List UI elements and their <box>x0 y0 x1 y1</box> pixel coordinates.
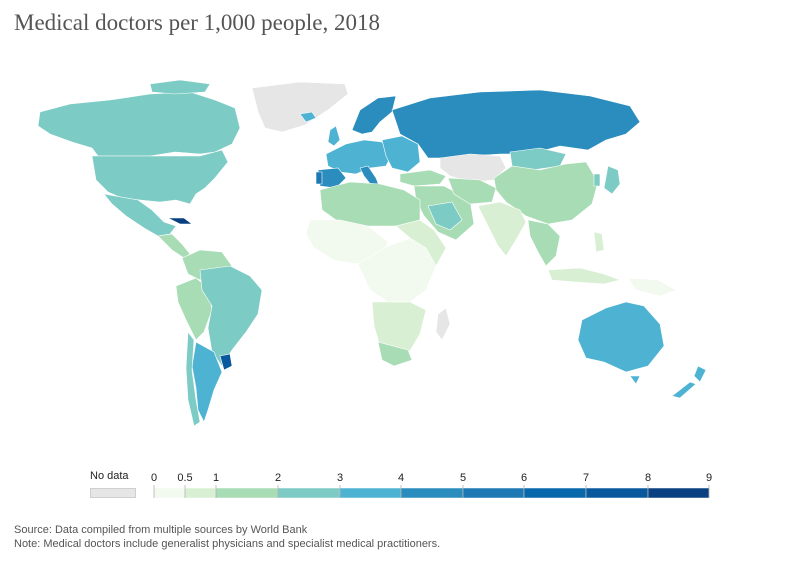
legend-tick-label: 2 <box>275 472 281 484</box>
region-uruguay[interactable] <box>219 353 233 371</box>
legend-tick-label: 5 <box>460 472 466 484</box>
region-north-africa[interactable] <box>319 181 421 227</box>
region-new-zealand-south[interactable] <box>671 381 697 399</box>
region-eastern-europe[interactable] <box>381 135 421 173</box>
region-indonesia[interactable] <box>547 267 622 285</box>
legend-bin-8[interactable] <box>585 487 649 499</box>
legend-bin-9[interactable] <box>647 487 710 499</box>
region-brazil[interactable] <box>199 265 263 367</box>
footer: Source: Data compiled from multiple sour… <box>14 523 440 551</box>
region-uk[interactable] <box>327 125 341 147</box>
legend-bin-7[interactable] <box>523 487 587 499</box>
region-cuba[interactable] <box>167 217 193 225</box>
region-south-africa[interactable] <box>377 341 413 367</box>
world-map <box>0 70 800 470</box>
legend-bin-0[interactable] <box>153 487 186 499</box>
region-argentina[interactable] <box>191 341 223 423</box>
region-andes[interactable] <box>175 277 213 341</box>
region-east-africa[interactable] <box>395 219 447 267</box>
region-india[interactable] <box>477 201 527 257</box>
region-china[interactable] <box>493 161 599 225</box>
region-canada[interactable] <box>37 91 241 157</box>
chart-title: Medical doctors per 1,000 people, 2018 <box>14 10 380 35</box>
region-philippines[interactable] <box>593 231 605 253</box>
legend-bin-1[interactable] <box>184 487 217 499</box>
legend: No data 0 0.5 1 2 3 4 5 6 7 8 9 <box>0 466 800 502</box>
region-korea[interactable] <box>593 173 601 187</box>
legend-tick-label: 8 <box>645 472 651 484</box>
region-turkey[interactable] <box>399 169 447 187</box>
legend-tick-label: 6 <box>521 472 527 484</box>
region-central-africa[interactable] <box>357 237 437 303</box>
region-greenland[interactable] <box>251 81 349 133</box>
region-tasmania[interactable] <box>629 375 641 385</box>
region-madagascar[interactable] <box>435 307 451 341</box>
legend-no-data-label: No data <box>90 470 129 482</box>
legend-bin-4[interactable] <box>339 487 402 499</box>
region-usa[interactable] <box>91 149 229 205</box>
legend-tick-label: 3 <box>337 472 343 484</box>
region-central-asia[interactable] <box>447 177 497 205</box>
legend-tick-label: 4 <box>398 472 404 484</box>
legend-tick-label: 9 <box>706 472 712 484</box>
region-central-america[interactable] <box>157 233 191 259</box>
region-australia[interactable] <box>577 301 665 373</box>
legend-color-scale: 0 0.5 1 2 3 4 5 6 7 8 9 <box>151 472 712 499</box>
source-note: Source: Data compiled from multiple sour… <box>14 524 308 536</box>
region-japan[interactable] <box>603 165 621 195</box>
region-new-zealand[interactable] <box>693 365 707 383</box>
legend-no-data-swatch[interactable] <box>90 488 136 498</box>
region-new-guinea[interactable] <box>627 277 677 297</box>
legend-bin-3[interactable] <box>277 487 341 499</box>
legend-bin-6[interactable] <box>462 487 525 499</box>
legend-tick-label: 0 <box>151 472 157 484</box>
region-southeast-asia[interactable] <box>527 219 561 267</box>
region-russia[interactable] <box>391 89 641 159</box>
region-kazakhstan[interactable] <box>439 153 507 183</box>
legend-bin-5[interactable] <box>400 487 464 499</box>
legend-tick-label: 1 <box>213 472 219 484</box>
region-iceland[interactable] <box>299 111 317 123</box>
region-chile[interactable] <box>185 331 201 427</box>
region-saudi[interactable] <box>427 201 463 231</box>
legend-bin-2[interactable] <box>215 487 279 499</box>
region-arctic-islands[interactable] <box>149 79 211 95</box>
legend-tick-label: 7 <box>583 472 589 484</box>
definition-note: Note: Medical doctors include generalist… <box>14 538 441 550</box>
legend-tick-label: 0.5 <box>177 472 192 484</box>
region-portugal[interactable] <box>315 171 323 185</box>
region-scandinavia[interactable] <box>351 95 397 135</box>
